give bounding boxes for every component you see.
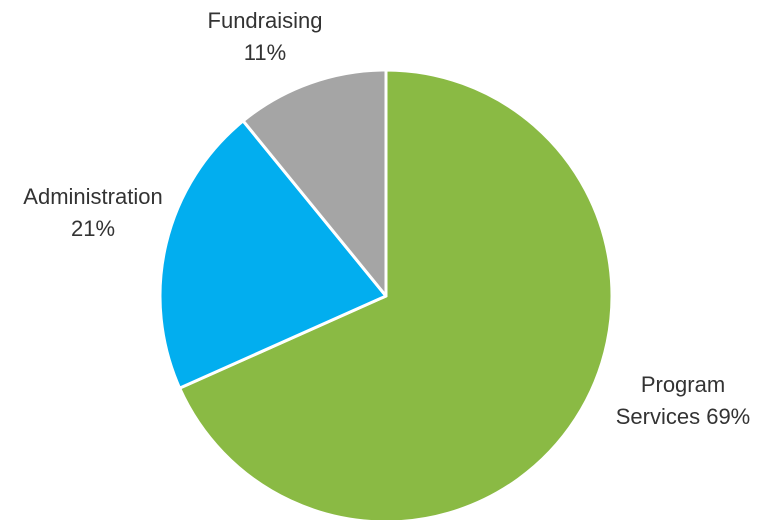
pie-slice: [178, 68, 614, 520]
pie-slices: [158, 68, 614, 520]
slice-label: Fundraising 11%: [208, 8, 323, 65]
slice-label: Administration 21%: [23, 184, 162, 241]
slice-label-line: Administration: [23, 184, 162, 209]
slice-label-line: 11%: [244, 40, 286, 65]
slice-label-line: Fundraising: [208, 8, 323, 33]
slice-label-line: Program: [641, 372, 725, 397]
slice-label-line: Services 69%: [616, 404, 751, 429]
pie-slice: [241, 68, 388, 298]
slice-label: Program Services 69%: [616, 372, 751, 429]
pie-slice: [158, 119, 388, 390]
slice-label-line: 21%: [71, 216, 115, 241]
pie-labels: Program Services 69% Administration 21% Fund…: [23, 8, 750, 429]
